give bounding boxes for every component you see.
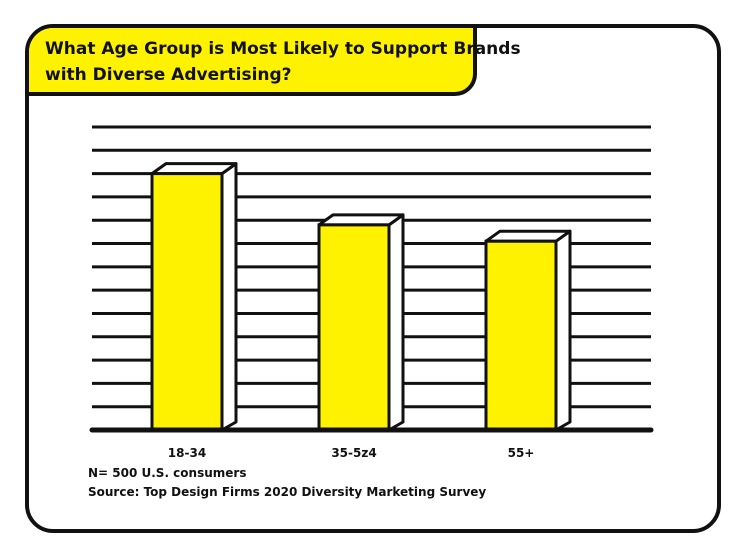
bar [317, 223, 391, 432]
bar [150, 172, 224, 432]
x-tick-label: 55+ [508, 446, 535, 460]
chart-title-line-1: What Age Group is Most Likely to Support… [45, 39, 521, 59]
bar-top [484, 229, 572, 243]
bar-side [220, 162, 238, 432]
chart-title: What Age Group is Most Likely to Support… [29, 28, 521, 96]
bar [484, 239, 558, 432]
sample-size-note: N= 500 U.S. consumers [88, 466, 247, 480]
source-note: Source: Top Design Firms 2020 Diversity … [88, 485, 487, 499]
bar-top [317, 213, 405, 227]
chart-title-line-2: with Diverse Advertising? [45, 65, 292, 85]
bar-side [554, 229, 572, 432]
x-tick-label: 35-5z4 [331, 446, 376, 460]
bar-side [387, 213, 405, 432]
chart-card: What Age Group is Most Likely to Support… [25, 24, 721, 533]
chart-notes: N= 500 U.S. consumers Source: Top Design… [88, 464, 486, 502]
x-tick-label: 18-34 [168, 446, 206, 460]
